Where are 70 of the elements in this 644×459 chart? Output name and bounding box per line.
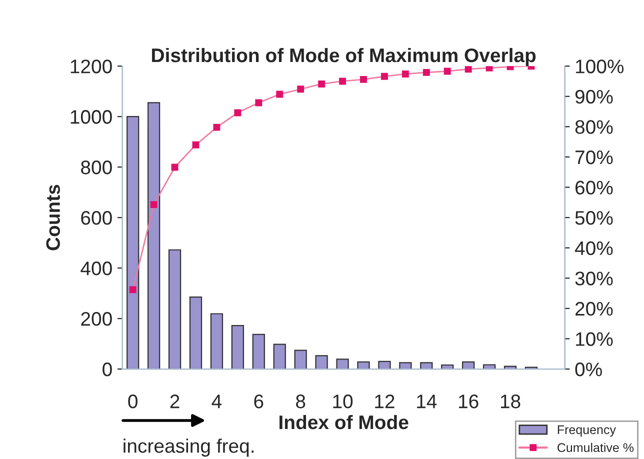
y2-tick-label: 100%: [576, 60, 624, 74]
legend-label: Cumulative %: [558, 442, 634, 452]
point: [234, 109, 242, 116]
bar: [147, 102, 160, 370]
point: [360, 76, 367, 83]
bar: [273, 344, 286, 370]
bar: [357, 361, 370, 370]
y-tick-label: 1000: [70, 110, 112, 124]
x-tick-label: 6: [254, 394, 264, 408]
bar: [378, 360, 391, 370]
bar: [294, 350, 307, 370]
point: [422, 68, 430, 76]
point: [129, 286, 136, 294]
point: [402, 70, 409, 78]
y-tick-label: 200: [81, 312, 112, 326]
y2-tick-label: 20%: [575, 302, 613, 316]
bar: [399, 362, 412, 370]
bar: [210, 313, 224, 370]
y-tick-label: 400: [80, 262, 112, 276]
bar: [504, 366, 517, 370]
y2-tick-label: 40%: [574, 241, 613, 256]
y2-tick-label: 80%: [575, 120, 613, 134]
y2-tick-label: 90%: [575, 90, 613, 104]
x-tick-label: 18: [500, 394, 520, 408]
point: [150, 201, 158, 208]
y-tick-label: 600: [81, 211, 112, 225]
x-tick-label: 12: [375, 394, 394, 408]
x-tick-label: 10: [333, 394, 353, 408]
y2-tick-label: 60%: [576, 180, 613, 195]
point: [171, 164, 178, 171]
point: [486, 66, 493, 72]
point: [192, 141, 200, 148]
y-tick-label: 800: [81, 160, 112, 174]
y2-tick-label: 50%: [575, 211, 613, 225]
bar: [231, 325, 244, 370]
bar: [252, 334, 265, 370]
bar: [126, 116, 140, 370]
point: [380, 72, 388, 80]
x-tick-label: 14: [417, 394, 437, 408]
point: [464, 66, 472, 73]
y-tick-label: 0: [102, 362, 112, 376]
bar: [315, 355, 328, 370]
bar: [462, 361, 475, 370]
y2-tick-label: 70%: [576, 150, 613, 164]
y2-tick-label: 0%: [575, 362, 602, 376]
point: [318, 80, 326, 88]
bar: [420, 362, 433, 370]
point: [213, 124, 220, 131]
y2-tick-label: 10%: [576, 332, 613, 346]
legend-label: Frequency: [558, 425, 616, 437]
bar: [189, 296, 202, 370]
x-tick-label: 0: [128, 394, 138, 408]
point: [444, 68, 451, 75]
y-axis-title: Counts: [46, 184, 60, 250]
x-tick-label: 4: [212, 394, 222, 408]
y2-tick-label: 30%: [575, 272, 613, 286]
point: [255, 99, 262, 106]
y-tick-label: 1200: [70, 60, 112, 74]
point: [276, 90, 284, 98]
text: increasing freq.: [124, 438, 254, 457]
point: [297, 86, 304, 93]
x-tick-label: 8: [296, 394, 306, 408]
bar: [336, 358, 349, 370]
x-tick-label: 16: [459, 394, 478, 408]
bar: [482, 364, 496, 370]
point: [339, 78, 346, 85]
bar: [168, 249, 182, 370]
x-tick-label: 2: [170, 394, 180, 408]
x-axis-title: Index of Mode: [280, 414, 408, 430]
chart-title: Distribution of Mode of Maximum Overlap: [152, 48, 536, 66]
